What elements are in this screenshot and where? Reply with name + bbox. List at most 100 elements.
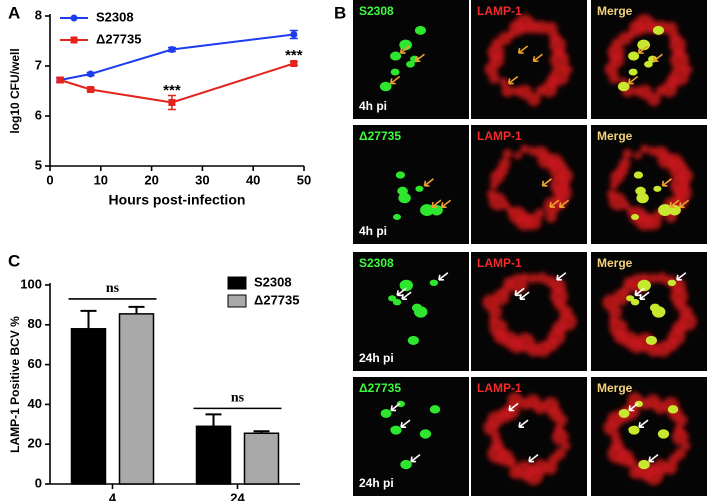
x-tick-label: 30 [195,172,209,187]
arrow [661,178,672,187]
annotation: *** [163,82,181,99]
x-tick-label: 0 [46,172,53,187]
channel-label: Merge [597,129,633,143]
bacteria [379,81,392,92]
signal [482,272,577,358]
bacteria [414,25,426,35]
bacteria [395,171,406,179]
bacteria [399,279,413,292]
bacteria [429,405,441,414]
arrow [541,178,552,187]
lamp-signal [629,466,642,480]
bacteria [667,279,677,287]
arrow [556,272,567,281]
micrograph: Merge [591,377,707,496]
bacteria [657,429,670,439]
arrow [399,45,411,54]
bacteria [652,25,664,35]
x-tick-label: 20 [144,172,158,187]
marker [290,60,298,67]
legend-marker [70,36,78,44]
lamp-signal [502,148,513,159]
time-label: 24h pi [359,351,394,365]
series-line [59,33,294,81]
bacteria [628,51,640,61]
channel-label: Merge [597,256,633,270]
lamp-signal [682,442,691,451]
marker [56,76,64,84]
panel-label: A [8,3,20,22]
x-tick-label: 40 [246,172,260,187]
lamp-signal [607,43,625,61]
x-tick-label: 24 [230,490,245,501]
lamp-signal [553,298,566,311]
lamp-signal [509,466,522,480]
arrow [390,402,401,412]
arrow [401,291,412,300]
bacteria [628,426,637,433]
lamp-signal [611,438,624,451]
bacteria [618,408,630,418]
channel-label: LAMP-1 [477,381,522,395]
y-tick-label: 40 [28,396,42,411]
arrow [678,199,690,209]
error-bar [80,309,97,329]
arrow [414,53,425,63]
legend-label: Δ27735 [254,292,300,307]
bar [195,425,232,485]
arrow [532,53,543,63]
y-tick-label: 20 [28,436,42,451]
lamp-signal [606,189,617,200]
lamp-signal [607,443,628,464]
panel-label: C [8,251,20,270]
annotation: ns [231,391,245,406]
bacteria [407,335,419,346]
lamp-signal [633,151,642,160]
lamp-signal [513,151,522,160]
arrow [431,199,442,208]
panel-label: B [334,3,346,22]
lamp-signal [640,144,650,154]
micrograph: LAMP-1 [471,0,587,119]
bacteria [420,204,434,216]
bacteria [396,400,406,408]
channel-label: S2308 [359,4,394,18]
arrow [423,178,434,187]
lamp-signal [637,84,653,100]
bacteria [390,51,402,61]
bacteria [636,192,649,204]
arrow [514,287,525,297]
bacteria [644,60,653,68]
marker [87,86,95,93]
lamp-signal [673,46,686,59]
bacteria [406,60,415,68]
channel-label: Δ27735 [359,381,401,395]
signal [486,144,573,231]
micrograph: LAMP-1 [471,125,587,244]
arrow [396,287,407,297]
arrow [410,453,421,463]
bacteria [415,185,424,192]
lamp-signal [619,157,631,170]
arrow [438,272,449,281]
channel-label: LAMP-1 [477,129,522,143]
bacteria [645,335,657,346]
annotation: ns [106,281,120,296]
marker [168,46,176,53]
lamp-signal [562,442,571,451]
y-axis-label: log10 CFU/well [8,48,22,133]
micrograph: S2308 24h pi [353,252,469,371]
arrow [638,419,649,428]
time-label: 4h pi [359,224,387,238]
lamp-signal [673,298,686,311]
bar [243,432,280,485]
x-tick-label: 10 [94,172,108,187]
lamp-signal [677,168,693,184]
channel-label: Δ27735 [359,129,401,143]
legend-label: S2308 [254,274,292,289]
lamp-signal [520,272,529,282]
bacteria [419,429,432,439]
micrograph: Merge [591,252,707,371]
lamp-signal [520,144,530,154]
